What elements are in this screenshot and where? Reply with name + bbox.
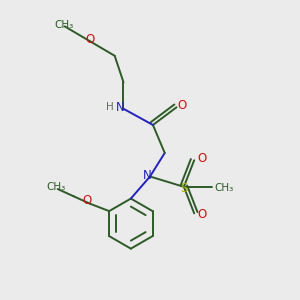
Text: H: H [106,102,114,112]
Text: O: O [85,33,94,46]
Text: CH₃: CH₃ [46,182,66,192]
Text: O: O [178,99,187,112]
Text: N: N [143,169,152,182]
Text: O: O [82,194,91,207]
Text: O: O [197,208,206,221]
Text: CH₃: CH₃ [54,20,74,30]
Text: O: O [197,152,206,165]
Text: N: N [116,101,124,114]
Text: S: S [180,182,188,195]
Text: CH₃: CH₃ [214,183,234,193]
